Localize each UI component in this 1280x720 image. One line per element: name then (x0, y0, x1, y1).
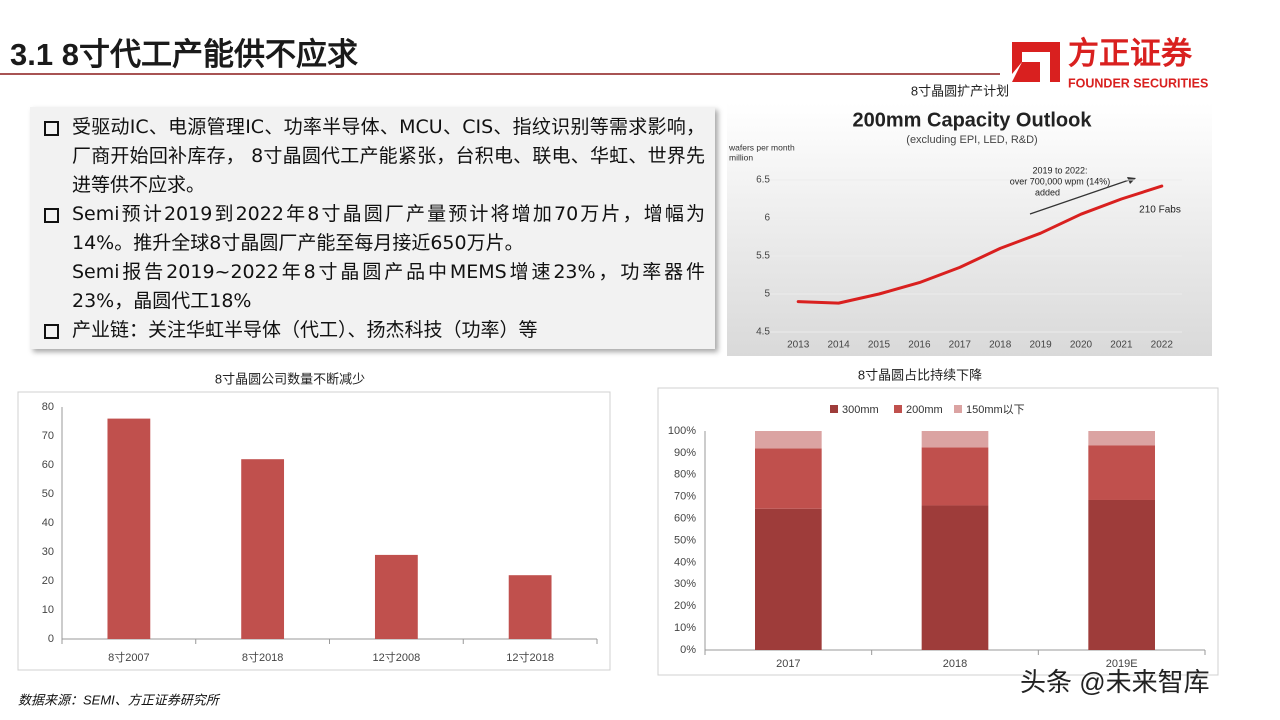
annotation: over 700,000 wpm (14%) (1010, 176, 1111, 186)
y-axis-label: million (729, 152, 753, 162)
slide-title: 3.1 8寸代工产能供不应求 (10, 37, 358, 72)
y-axis-label: wafers per month (728, 142, 795, 152)
bullet-box: 受驱动IC、电源管理IC、功率半导体、MCU、CIS、指纹识别等需求影响，厂商开… (30, 107, 715, 349)
bullet: Semi预计2019到2022年8寸晶圆厂产量预计将增加70万片，增幅为14%。… (40, 200, 705, 316)
chart-title: 8寸晶圆公司数量不断减少 (215, 371, 365, 386)
y-tick-label: 50% (674, 534, 696, 546)
bar (107, 418, 151, 639)
bar-segment (755, 508, 822, 650)
annotation-arrow (1029, 178, 1133, 215)
bullet-box-icon (44, 121, 59, 136)
y-tick-label: 70% (674, 491, 696, 503)
x-tick-label: 2019 (1029, 340, 1052, 351)
bar-segment (921, 431, 989, 448)
y-tick-label: 50 (42, 488, 54, 500)
y-tick-label: 4.5 (756, 327, 770, 338)
bar-segment (755, 431, 822, 449)
legend-label: 200mm (906, 404, 943, 416)
bullet-box-icon (44, 208, 59, 223)
bar-segment (1088, 445, 1155, 500)
bullet: 产业链：关注华虹半导体（代工）、扬杰科技（功率）等 (40, 316, 705, 345)
chart-caption: 8寸晶圆扩产计划 (911, 83, 1009, 98)
y-tick-label: 5.5 (756, 251, 770, 262)
bullet-text: Semi报告2019~2022年8寸晶圆产品中MEMS增速23%，功率器件23%… (72, 261, 705, 312)
annotation: 2019 to 2022: (1032, 165, 1087, 175)
logo: 方正证券 FOUNDER SECURITIES (1012, 36, 1208, 90)
legend-swatch (894, 405, 902, 413)
x-tick-label: 2018 (943, 658, 967, 670)
y-tick-label: 60% (674, 513, 696, 525)
y-tick-label: 30 (42, 546, 54, 558)
logo-icon (1012, 62, 1040, 82)
y-tick-label: 10% (674, 622, 696, 634)
x-tick-label: 2020 (1070, 340, 1093, 351)
y-tick-label: 20% (674, 600, 696, 612)
y-tick-label: 6 (764, 213, 770, 224)
bar (508, 575, 552, 639)
x-tick-label: 8寸2018 (242, 650, 284, 664)
bullet: 受驱动IC、电源管理IC、功率半导体、MCU、CIS、指纹识别等需求影响，厂商开… (40, 113, 705, 200)
bar-segment (921, 447, 989, 506)
bar (241, 459, 285, 639)
x-tick-label: 2022 (1151, 340, 1174, 351)
y-tick-label: 0% (680, 644, 696, 656)
x-tick-label: 12寸2008 (373, 650, 421, 664)
y-tick-label: 30% (674, 578, 696, 590)
y-tick-label: 20 (42, 575, 54, 587)
legend-label: 300mm (842, 404, 879, 416)
source: 数据来源：SEMI、方正证券研究所 (18, 692, 221, 707)
x-tick-label: 2016 (908, 340, 931, 351)
bar (374, 554, 418, 639)
x-tick-label: 2015 (868, 340, 891, 351)
logo-icon (1012, 42, 1060, 82)
annotation: added (1035, 187, 1060, 197)
x-tick-label: 2019E (1106, 658, 1138, 670)
chart-title: 8寸晶圆占比持续下降 (858, 367, 982, 382)
bar-segment (921, 505, 989, 650)
y-tick-label: 5 (764, 289, 770, 300)
bar-segment (1088, 431, 1155, 446)
bullet-text: 受驱动IC、电源管理IC、功率半导体、MCU、CIS、指纹识别等需求影响，厂商开… (72, 116, 705, 196)
x-tick-label: 2021 (1110, 340, 1133, 351)
series-label: 210 Fabs (1139, 205, 1181, 216)
chart-subtitle: (excluding EPI, LED, R&D) (906, 134, 1037, 146)
y-tick-label: 40% (674, 556, 696, 568)
legend-label: 150mm以下 (966, 404, 1025, 416)
x-tick-label: 2017 (776, 658, 800, 670)
y-tick-label: 70 (42, 430, 54, 442)
y-tick-label: 90% (674, 447, 696, 459)
y-tick-label: 0 (48, 633, 54, 645)
x-tick-label: 2018 (989, 340, 1012, 351)
y-tick-label: 80 (42, 401, 54, 413)
chart-panel (727, 103, 1212, 356)
y-tick-label: 100% (668, 425, 696, 437)
y-tick-label: 10 (42, 604, 54, 616)
bullet-box-icon (44, 324, 59, 339)
bullet-text: 产业链：关注华虹半导体（代工）、扬杰科技（功率）等 (72, 319, 538, 341)
y-tick-label: 40 (42, 517, 54, 529)
x-tick-label: 2014 (827, 340, 850, 351)
footer (0, 682, 1280, 720)
y-tick-label: 6.5 (756, 175, 770, 186)
chart-title: 200mm Capacity Outlook (853, 109, 1093, 131)
bar-segment (1088, 499, 1155, 650)
legend-swatch (954, 405, 962, 413)
logo-name: 方正证券 (1068, 36, 1193, 71)
x-tick-label: 2017 (949, 340, 972, 351)
y-tick-label: 60 (42, 459, 54, 471)
line (796, 184, 1164, 305)
logo-sub: FOUNDER SECURITIES (1068, 76, 1208, 90)
x-tick-label: 2013 (787, 340, 810, 351)
watermark: 头条 @未来智库 (1020, 667, 1210, 697)
x-tick-label: 12寸2018 (506, 650, 554, 664)
legend-swatch (830, 405, 838, 413)
y-tick-label: 80% (674, 469, 696, 481)
bullet-text: Semi预计2019到2022年8寸晶圆厂产量预计将增加70万片，增幅为14%。… (72, 203, 705, 254)
bar-segment (755, 448, 822, 509)
x-tick-label: 8寸2007 (108, 650, 150, 664)
